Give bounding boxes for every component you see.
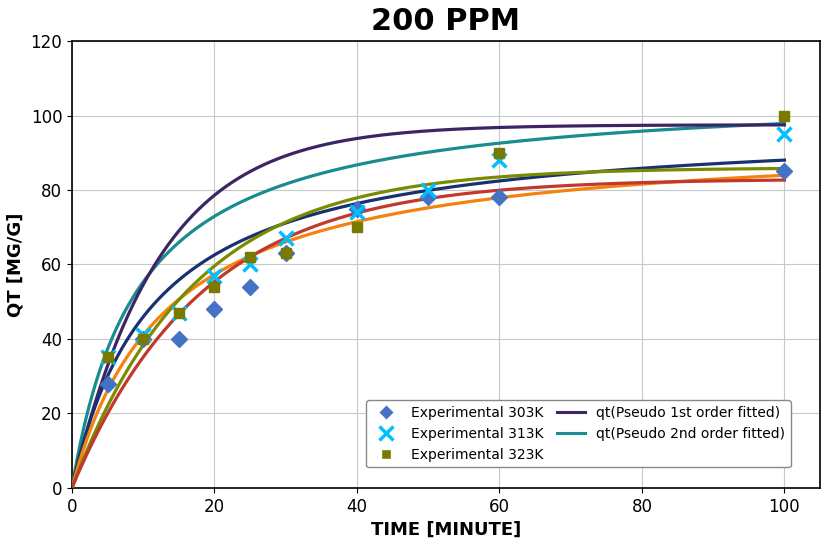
Title: 200 PPM: 200 PPM [371, 7, 520, 36]
X-axis label: TIME [MINUTE]: TIME [MINUTE] [370, 521, 521, 539]
Legend: Experimental 303K, Experimental 313K, Experimental 323K, qt(Pseudo 1st order fit: Experimental 303K, Experimental 313K, Ex… [366, 400, 791, 467]
Y-axis label: QT [MG/G]: QT [MG/G] [7, 212, 25, 317]
